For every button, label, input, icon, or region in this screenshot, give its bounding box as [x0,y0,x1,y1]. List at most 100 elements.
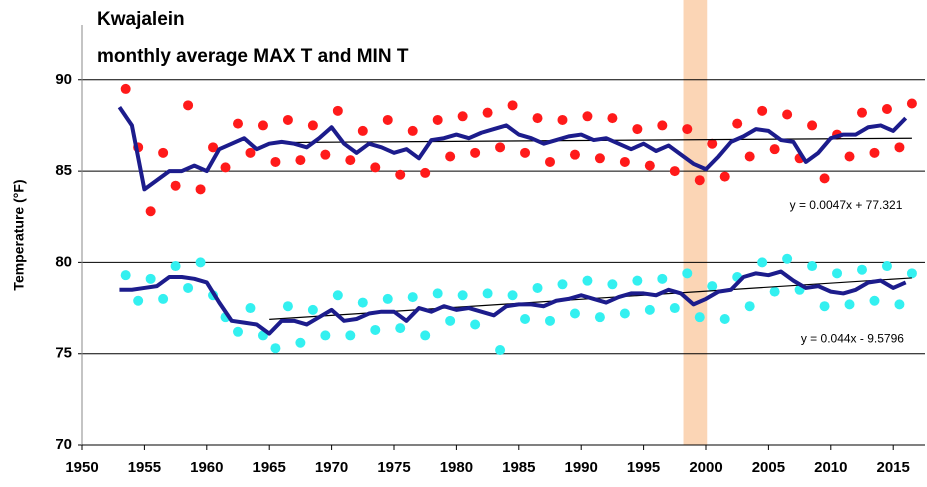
data-point [320,149,331,160]
data-point [332,290,343,301]
data-point [195,257,206,268]
x-tick-label: 1980 [440,459,473,476]
data-point [432,288,443,299]
data-point [832,268,843,279]
data-point [881,104,892,114]
data-point [233,118,243,129]
data-point [307,120,318,131]
data-point [582,275,593,286]
data-point [170,180,181,191]
data-point [857,107,867,118]
data-point [332,105,343,116]
data-point [744,151,755,162]
data-point [270,343,281,354]
data-point [220,162,231,173]
data-point [719,314,730,324]
data-point [532,113,543,124]
x-tick-label: 1970 [315,459,348,476]
y-tick-label: 75 [55,345,72,362]
data-point [657,273,668,284]
data-point [732,118,743,129]
data-point [158,293,169,304]
chart-title: Kwajalein [97,9,185,30]
data-point [557,114,568,125]
data-point [420,167,431,178]
data-point [282,301,293,312]
data-point [557,279,568,290]
y-tick-label: 85 [55,162,72,179]
data-point [881,261,892,272]
data-point [395,169,406,180]
x-tick-label: 1995 [627,459,660,476]
x-tick-label: 2015 [877,459,910,476]
data-point [632,275,643,286]
data-point [682,124,693,135]
data-point [357,125,368,136]
x-tick-label: 1960 [190,459,223,476]
data-point [569,149,580,160]
data-point [370,324,381,335]
highlight-band [683,0,708,445]
data-point [145,273,156,284]
data-point [395,323,406,334]
data-point [807,261,818,272]
data-point [495,142,506,153]
x-tick-label: 1985 [502,459,535,476]
data-point [457,290,468,301]
data-point [757,257,768,268]
data-point [619,308,630,319]
x-tick-label: 2010 [814,459,847,476]
data-point [407,125,418,136]
data-point [445,151,456,162]
data-point [644,160,655,171]
x-tick-label: 1975 [377,459,410,476]
data-point [569,308,580,319]
data-point [320,330,331,341]
data-point [507,290,518,301]
data-point [145,206,156,217]
data-point [532,282,543,293]
data-point [183,100,194,111]
data-point [295,337,306,348]
data-point [644,304,655,315]
data-point [495,345,506,356]
data-point [120,83,131,94]
data-point [245,303,256,314]
data-point [782,253,793,264]
data-point [807,120,818,131]
x-tick-label: 1950 [65,459,98,476]
x-tick-label: 1990 [565,459,598,476]
data-point [120,270,131,281]
data-point [857,264,867,275]
data-point [782,109,793,120]
data-point [545,156,555,167]
data-point [769,144,780,155]
data-point [170,261,181,272]
data-point [744,301,755,312]
data-point [906,268,917,279]
x-tick-label: 1955 [128,459,161,476]
data-point [594,153,605,164]
data-point [208,142,219,153]
data-point [869,147,880,158]
data-point [582,111,593,122]
x-tick-label: 1965 [253,459,286,476]
running-mean-line [117,106,908,192]
x-tick-label: 2000 [689,459,722,476]
data-point [906,98,917,109]
data-point [457,111,468,122]
y-tick-label: 80 [55,253,72,270]
data-point [482,107,493,118]
data-point [520,147,531,158]
x-tick-label: 2005 [752,459,785,476]
data-point [657,120,668,131]
data-point [594,312,605,323]
data-point [894,142,905,153]
data-point [545,315,555,326]
data-point [869,295,880,306]
data-point [719,171,730,182]
data-point [507,100,518,111]
data-point [345,155,356,166]
